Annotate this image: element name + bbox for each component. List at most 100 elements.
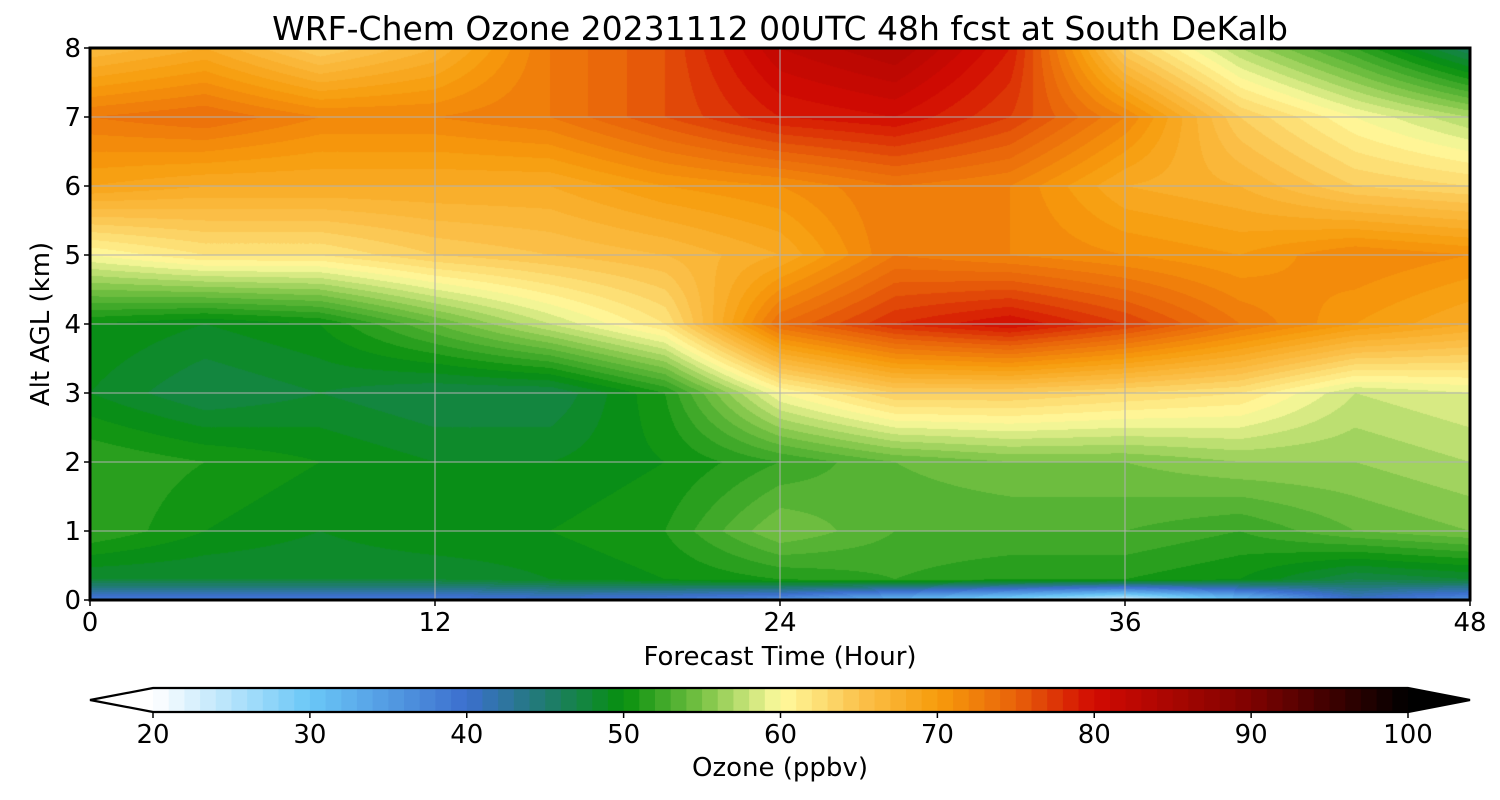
colorbar-extend-min <box>90 688 153 712</box>
colorbar-swatch <box>1000 688 1017 712</box>
colorbar-swatch <box>1298 688 1315 712</box>
colorbar-swatch <box>670 688 687 712</box>
colorbar-swatch <box>1219 688 1237 712</box>
colorbar-swatch <box>1313 688 1331 712</box>
colorbar-swatch <box>200 688 217 712</box>
y-tick-label: 5 <box>64 241 81 271</box>
colorbar-swatch <box>1266 688 1284 712</box>
colorbar-swatch <box>1282 688 1299 712</box>
colorbar-swatch <box>576 688 593 712</box>
colorbar-swatch <box>655 688 672 712</box>
colorbar-swatch <box>513 688 531 712</box>
colorbar-tick-label: 20 <box>136 720 169 750</box>
colorbar-swatch <box>906 688 923 712</box>
x-tick-label: 0 <box>82 608 99 638</box>
colorbar-swatch <box>921 688 938 712</box>
colorbar-tick-label: 80 <box>1078 720 1111 750</box>
colorbar-swatch <box>545 688 562 712</box>
colorbar-swatch <box>466 688 484 712</box>
colorbar-swatch <box>623 688 640 712</box>
x-tick-label: 36 <box>1108 608 1141 638</box>
colorbar-swatch <box>843 688 860 712</box>
colorbar-swatch <box>607 688 625 712</box>
colorbar-swatch <box>1125 688 1142 712</box>
colorbar-swatch <box>686 688 703 712</box>
colorbar-swatch <box>435 688 452 712</box>
colorbar-swatch <box>356 688 374 712</box>
colorbar-swatch <box>1329 688 1346 712</box>
y-tick-label: 8 <box>64 34 81 64</box>
y-axis-ticks: 0 1 2 3 4 5 6 7 8 <box>64 34 90 616</box>
y-axis-label: Alt AGL (km) <box>26 242 56 406</box>
colorbar-swatch <box>325 688 342 712</box>
colorbar-swatch <box>1235 688 1252 712</box>
colorbar-tick-label: 30 <box>293 720 326 750</box>
y-tick-label: 3 <box>64 379 81 409</box>
x-tick-label: 12 <box>418 608 451 638</box>
colorbar-swatch <box>984 688 1001 712</box>
colorbar-swatch <box>1031 688 1048 712</box>
colorbar-swatch <box>529 688 546 712</box>
colorbar-swatch <box>937 688 954 712</box>
y-tick-label: 0 <box>64 586 81 616</box>
colorbar-swatch <box>498 688 515 712</box>
colorbar-swatch <box>1376 688 1393 712</box>
colorbar-swatch <box>404 688 421 712</box>
colorbar-swatch <box>231 688 248 712</box>
colorbar-swatch <box>592 688 609 712</box>
colorbar-swatch <box>419 688 436 712</box>
colorbar-swatch <box>827 688 844 712</box>
colorbar-swatch <box>811 688 829 712</box>
colorbar: 20 30 40 50 60 70 80 90 100 <box>89 686 1471 750</box>
colorbar-swatch <box>874 688 891 712</box>
colorbar-swatch <box>1078 688 1095 712</box>
colorbar-swatch <box>388 688 405 712</box>
y-tick-label: 6 <box>64 172 81 202</box>
colorbar-swatch <box>1392 688 1409 712</box>
colorbar-swatch <box>796 688 813 712</box>
colorbar-extend-max <box>1408 688 1470 712</box>
colorbar-swatch <box>1204 688 1221 712</box>
colorbar-swatch <box>309 688 327 712</box>
colorbar-swatch <box>890 688 907 712</box>
colorbar-tick-label: 70 <box>921 720 954 750</box>
colorbar-swatch <box>247 688 264 712</box>
colorbar-swatch <box>1094 688 1111 712</box>
x-tick-label: 48 <box>1453 608 1486 638</box>
colorbar-swatch <box>968 688 986 712</box>
x-axis-ticks: 0 12 24 36 48 <box>82 600 1487 638</box>
colorbar-swatch <box>1345 688 1362 712</box>
colorbar-tick-label: 100 <box>1383 720 1433 750</box>
colorbar-swatch <box>1251 688 1268 712</box>
chart-title: WRF-Chem Ozone 20231112 00UTC 48h fcst a… <box>272 9 1288 48</box>
colorbar-swatch <box>482 688 499 712</box>
colorbar-swatch <box>764 688 782 712</box>
colorbar-swatch <box>733 688 750 712</box>
colorbar-tick-label: 90 <box>1235 720 1268 750</box>
colorbar-swatch <box>560 688 578 712</box>
colorbar-ticks: 20 30 40 50 60 70 80 90 100 <box>136 712 1433 750</box>
colorbar-swatch <box>168 688 185 712</box>
colorbar-swatch <box>1062 688 1080 712</box>
colorbar-swatch <box>1172 688 1189 712</box>
colorbar-swatch <box>262 688 280 712</box>
x-axis-label: Forecast Time (Hour) <box>643 642 916 672</box>
colorbar-swatch <box>451 688 468 712</box>
colorbar-swatch <box>1188 688 1205 712</box>
colorbar-swatch <box>372 688 389 712</box>
colorbar-swatch <box>294 688 311 712</box>
colorbar-label: Ozone (ppbv) <box>692 753 868 783</box>
colorbar-swatch <box>717 688 735 712</box>
colorbar-swatch <box>953 688 970 712</box>
colorbar-swatch <box>1047 688 1064 712</box>
colorbar-swatch <box>153 688 170 712</box>
colorbar-swatch <box>1015 688 1033 712</box>
colorbar-swatch <box>1141 688 1158 712</box>
colorbar-swatch <box>780 688 797 712</box>
y-tick-label: 7 <box>64 103 81 133</box>
colorbar-swatch <box>341 688 358 712</box>
colorbar-swatch <box>278 688 295 712</box>
grid-lines <box>90 48 1470 600</box>
